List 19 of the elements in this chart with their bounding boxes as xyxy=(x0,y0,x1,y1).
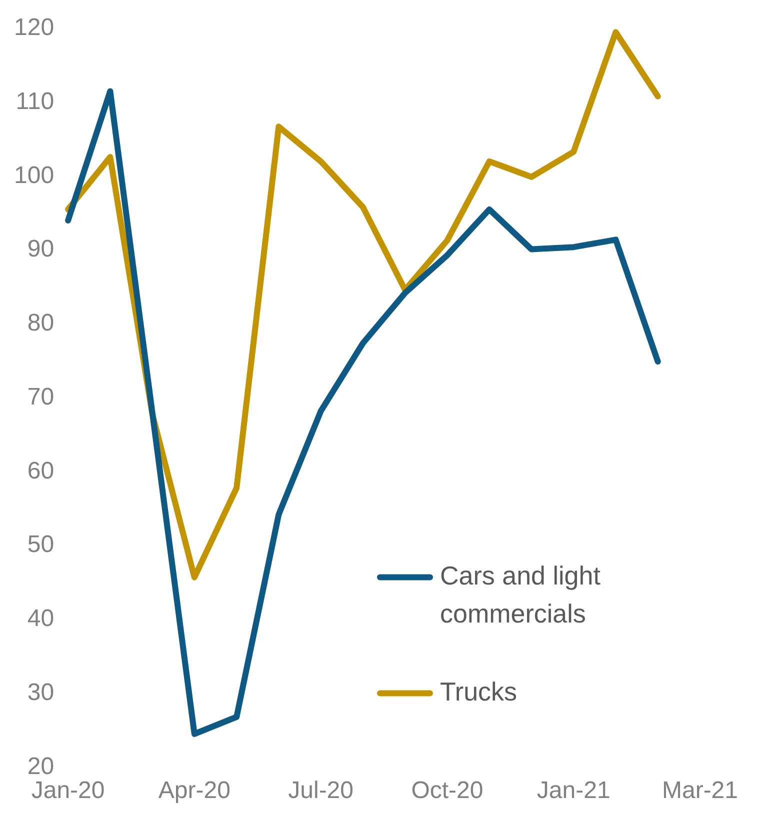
y-tick-label: 60 xyxy=(27,457,54,484)
y-tick-label: 120 xyxy=(14,14,54,42)
x-tick-label: Apr-20 xyxy=(158,777,230,804)
legend-label: Trucks xyxy=(440,676,518,706)
y-tick-label: 70 xyxy=(27,383,54,410)
y-tick-label: 50 xyxy=(27,531,54,558)
y-tick-label: 40 xyxy=(27,605,54,632)
x-tick-label: Mar-21 xyxy=(662,777,738,804)
x-tick-label: Oct-20 xyxy=(411,777,484,804)
y-tick-label: 110 xyxy=(16,88,54,115)
y-tick-label: 100 xyxy=(14,162,54,189)
x-tick-label: Jan-20 xyxy=(31,777,105,804)
x-tick-label: Jul-20 xyxy=(288,777,354,804)
y-tick-label: 20 xyxy=(27,752,54,780)
legend-label: Cars and light commercials xyxy=(440,560,602,628)
y-tick-label: 80 xyxy=(27,310,54,337)
x-tick-label: Jan-21 xyxy=(536,777,610,804)
y-tick-label: 90 xyxy=(27,236,54,263)
y-tick-label: 30 xyxy=(27,678,54,706)
